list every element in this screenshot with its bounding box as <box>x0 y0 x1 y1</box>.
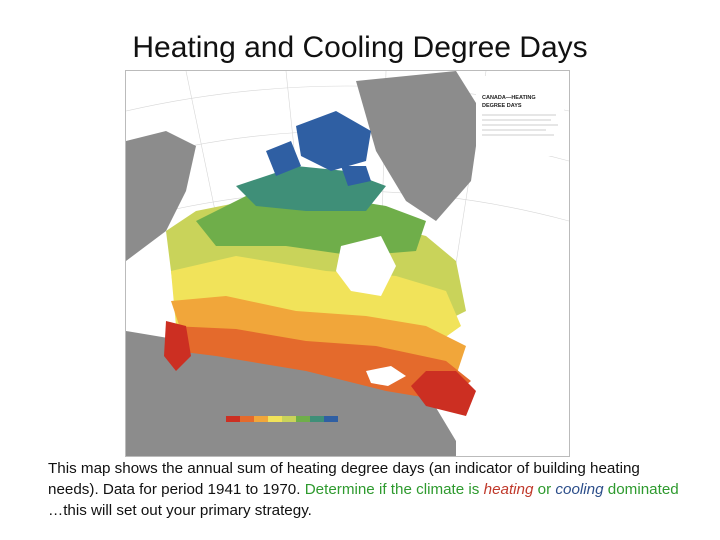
slide-title: Heating and Cooling Degree Days <box>132 31 588 64</box>
greenland <box>356 71 481 221</box>
zone-deep-blue-islands <box>266 141 371 186</box>
caption-dominated: dominated <box>603 481 679 498</box>
color-scale-legend <box>226 416 338 422</box>
surrounding-land <box>126 71 481 456</box>
hudson-bay <box>336 236 396 296</box>
map-caption: This map shows the annual sum of heating… <box>48 458 688 521</box>
great-lakes <box>366 366 406 386</box>
usa <box>126 331 456 456</box>
map-graphic: CANADA—HEATING DEGREE DAYS <box>126 71 569 456</box>
caption-or: or <box>533 481 552 498</box>
title-block <box>476 76 564 156</box>
legend-title-line1: CANADA—HEATING <box>482 95 536 101</box>
title-block-fine-print <box>482 114 558 136</box>
caption-cooling: cooling <box>555 481 604 498</box>
heating-degree-days-map: CANADA—HEATING DEGREE DAYS <box>125 70 570 457</box>
zone-red-orange <box>171 326 471 401</box>
caption-text-1: This map shows the annual sum of heating… <box>48 460 640 498</box>
legend-title-line2: DEGREE DAYS <box>482 103 522 109</box>
zone-red-east <box>411 371 476 416</box>
zone-red-west <box>164 321 191 371</box>
caption-text-3: …this will set out your primary strategy… <box>48 502 312 519</box>
alaska <box>126 131 196 261</box>
caption-text-2: Determine if the climate is <box>304 481 484 498</box>
zone-deep-blue <box>296 111 371 171</box>
caption-heating: heating <box>483 481 534 498</box>
